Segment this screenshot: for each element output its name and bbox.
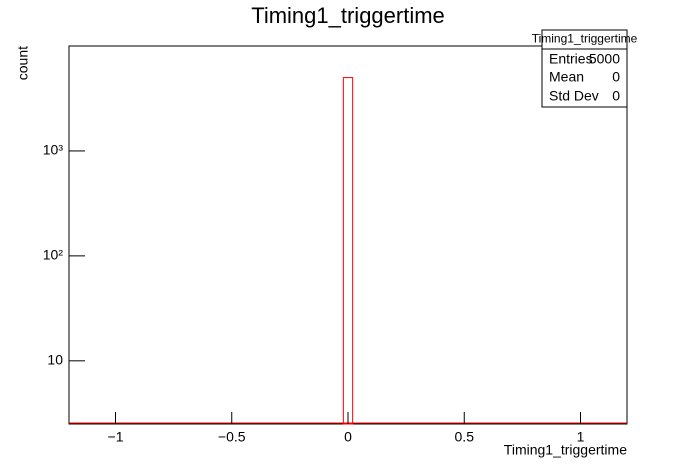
y-tick-label: 10 [47,352,63,368]
x-tick-label: −1 [108,429,124,445]
stats-key: Mean [549,69,584,85]
y-tick-label: 10² [43,247,64,263]
chart-title: Timing1_triggertime [251,3,445,28]
stats-title: Timing1_triggertime [532,32,638,46]
y-tick-label: 10³ [43,142,64,158]
x-tick-label: −0.5 [218,429,246,445]
x-axis-label: Timing1_triggertime [504,442,627,458]
stats-value: 0 [612,69,620,85]
stats-key: Entries [549,51,593,67]
stats-value: 0 [612,88,620,104]
stats-key: Std Dev [549,88,599,104]
x-tick-label: 0.5 [455,429,475,445]
stats-value: 5000 [589,51,620,67]
x-tick-label: 1 [577,429,585,445]
stats-frame [541,29,628,108]
stats-box: Timing1_triggertime Entries 5000 Mean 0 … [532,29,638,108]
x-tick-label: 0 [344,429,352,445]
y-axis-label: count [15,46,31,80]
